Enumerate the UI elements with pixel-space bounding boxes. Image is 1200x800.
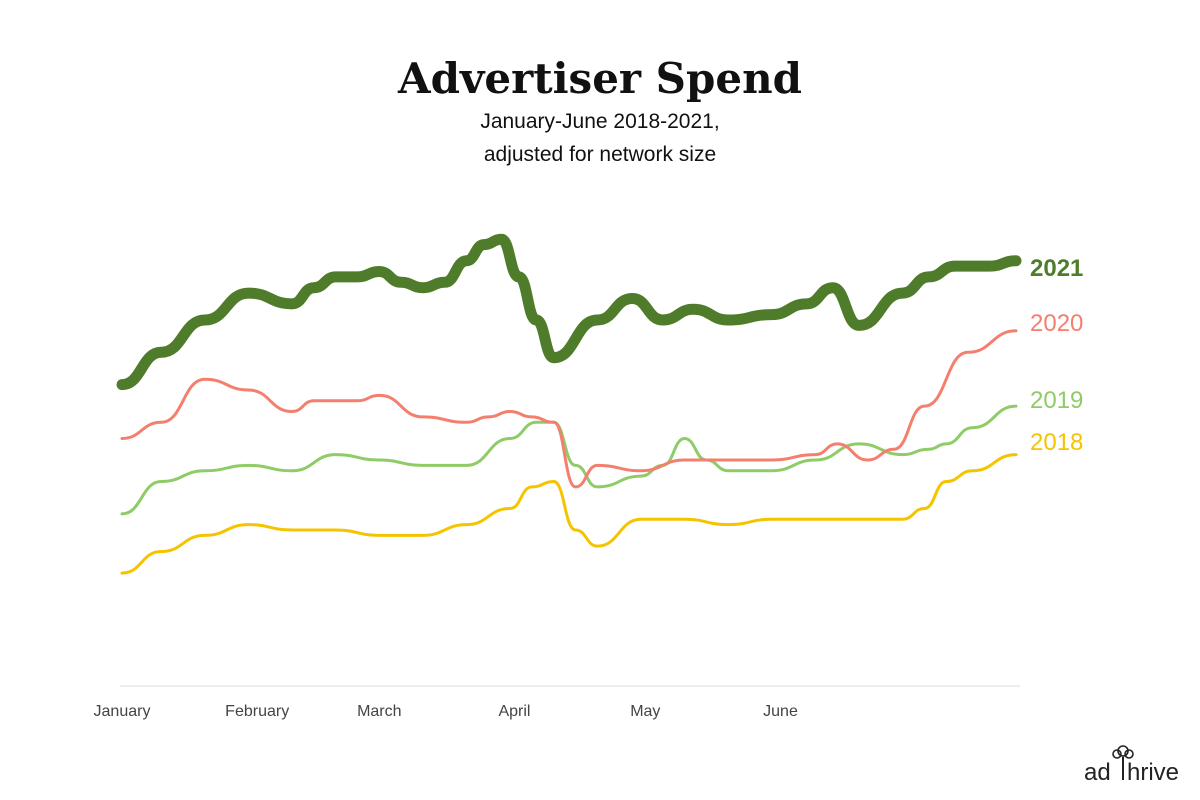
x-axis-ticks: January February March April May June bbox=[94, 703, 798, 720]
tree-logo-icon: ad hrive bbox=[1084, 745, 1179, 786]
x-tick-label-june: June bbox=[763, 703, 798, 720]
series-lines bbox=[116, 233, 1022, 575]
series-labels: 2018 2019 2020 2021 bbox=[1030, 255, 1083, 456]
x-tick-label-february: February bbox=[225, 703, 289, 720]
svg-text:hrive: hrive bbox=[1127, 759, 1179, 786]
series-label-2018: 2018 bbox=[1030, 429, 1083, 456]
series-label-2021: 2021 bbox=[1030, 255, 1083, 282]
series-label-2020: 2020 bbox=[1030, 310, 1083, 337]
chart-title: Advertiser Spend bbox=[397, 54, 802, 103]
chart-subtitle-line-2: adjusted for network size bbox=[483, 143, 717, 166]
x-tick-label-april: April bbox=[498, 703, 530, 720]
chart-subtitle-line-1: January-June 2018-2021, bbox=[480, 110, 720, 133]
series-label-2019: 2019 bbox=[1030, 387, 1083, 414]
x-tick-label-january: January bbox=[94, 703, 151, 720]
adthrive-logo: ad hrive bbox=[1082, 744, 1182, 788]
series-line-2018 bbox=[120, 453, 1018, 575]
x-tick-label-march: March bbox=[357, 703, 401, 720]
series-line-2020 bbox=[120, 329, 1018, 489]
svg-text:ad: ad bbox=[1084, 759, 1111, 786]
series-line-2019 bbox=[120, 404, 1018, 516]
series-line-2021 bbox=[116, 233, 1022, 391]
x-tick-label-may: May bbox=[630, 703, 660, 720]
